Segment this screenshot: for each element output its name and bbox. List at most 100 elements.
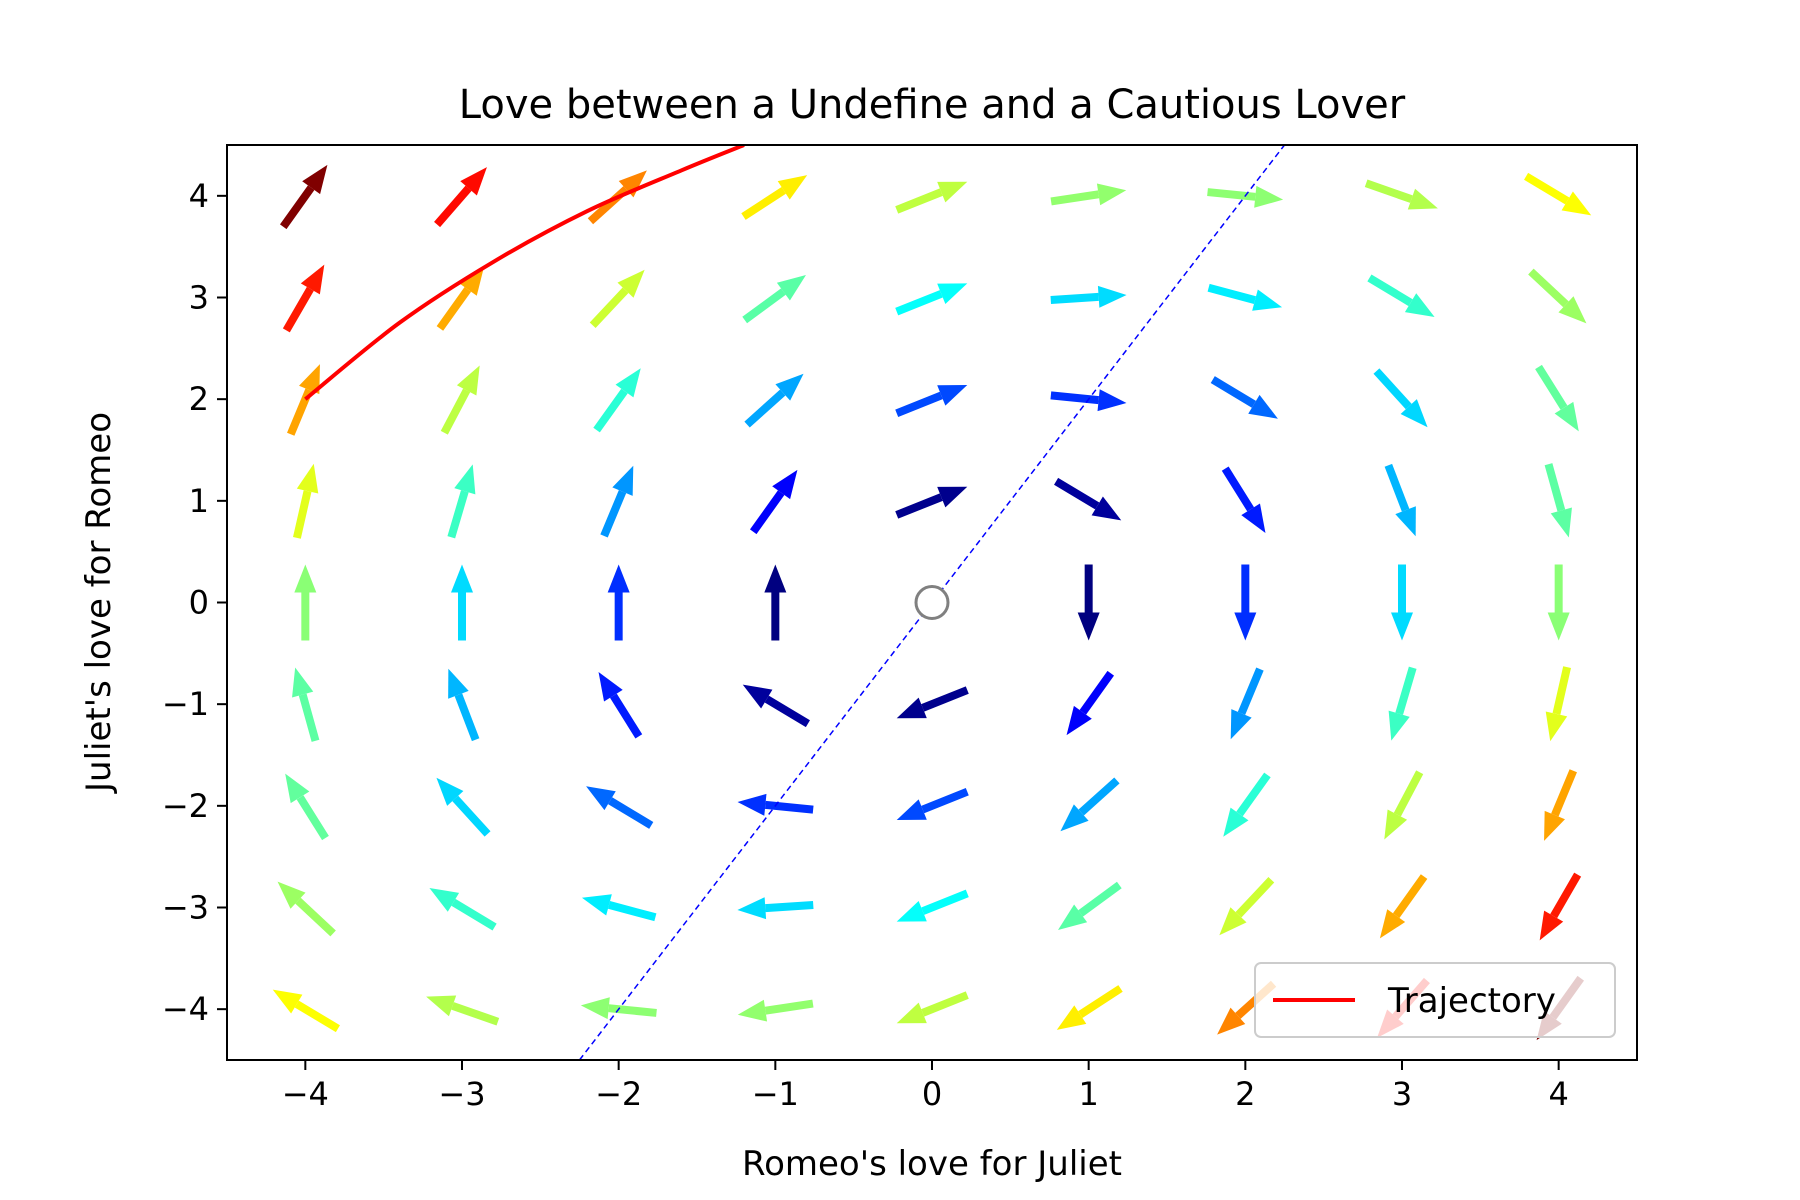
field-arrow [272,989,340,1033]
y-tick-label: −2 [162,787,209,825]
y-tick-label: −3 [162,889,209,927]
field-arrow [896,889,969,922]
vector-field [272,164,1592,1041]
field-arrow [426,995,500,1026]
field-arrow [581,894,657,922]
field-arrow [429,887,497,931]
field-arrow [1207,283,1283,311]
field-arrow [764,564,787,641]
y-tick-label: 3 [189,279,209,317]
field-arrow [1219,877,1275,936]
field-arrow [1234,564,1257,641]
field-arrow [292,667,320,742]
field-arrow [1056,985,1123,1030]
field-arrow [451,564,473,641]
field-arrow [895,181,968,214]
field-arrow [1054,477,1122,521]
x-tick-label: −4 [282,1075,329,1113]
y-axis-ticks: −4 −3 −2 −1 0 1 2 3 4 [162,177,227,1028]
y-tick-label: 0 [189,584,209,622]
field-arrow [1207,185,1284,208]
field-arrow [277,881,336,937]
field-arrow [896,686,969,719]
field-arrow [607,564,630,641]
legend-box [1254,962,1616,1038]
field-arrow [1539,872,1582,941]
field-arrow [448,668,480,742]
field-arrow [741,175,808,220]
field-arrow [1066,670,1115,736]
nullcline-line [578,145,1286,1060]
field-arrow [586,786,654,829]
chart-title: Love between a Undefine and a Cautious L… [459,82,1406,128]
x-tick-label: 0 [922,1075,942,1113]
plot-curves [304,145,1286,1060]
field-arrow [744,373,804,428]
field-arrow [293,463,319,539]
field-arrow [1060,777,1120,832]
y-tick-label: 2 [189,380,209,418]
field-arrow [1077,564,1100,641]
y-tick-label: 4 [189,177,209,215]
field-arrow [1547,564,1570,641]
field-arrow [434,167,487,228]
field-arrow [895,385,968,417]
field-arrow [436,266,485,331]
x-tick-label: −3 [438,1075,485,1113]
field-arrow [1367,274,1435,318]
field-arrow [1544,769,1577,841]
x-tick-label: 4 [1548,1075,1568,1113]
legend-label-trajectory: Trajectory [1387,981,1556,1021]
field-arrow [896,991,969,1024]
x-axis-title: Romeo's love for Juliet [742,1144,1122,1184]
field-arrow [580,997,657,1020]
field-arrow [895,486,968,519]
field-arrow [589,269,645,328]
field-arrow [1388,666,1417,741]
y-axis-title: Juliet's love for Romeo [79,412,119,794]
equilibrium-point [914,585,950,620]
field-arrow [1050,285,1127,308]
field-arrow [1230,667,1264,740]
field-arrow [1384,463,1416,537]
field-arrow [598,671,643,739]
field-arrow [436,777,491,837]
x-tick-label: 1 [1078,1075,1098,1113]
field-arrow [1545,666,1571,742]
field-arrow [447,464,476,539]
field-arrow [1535,364,1579,432]
field-arrow [742,684,810,728]
field-arrow [1528,268,1587,324]
trajectory-line [304,145,745,401]
field-arrow [737,793,814,816]
legend: Trajectory [1254,962,1616,1038]
x-tick-label: 2 [1235,1075,1255,1113]
field-arrow [287,364,320,436]
field-arrow [600,465,634,538]
field-arrow [742,275,806,324]
x-tick-label: −2 [595,1075,642,1113]
y-tick-label: 1 [189,482,209,520]
field-arrow [1058,881,1122,930]
field-arrow [1223,772,1271,837]
field-arrow [737,999,814,1022]
field-arrow [279,164,328,230]
field-arrow [1364,179,1438,210]
field-arrow [1373,368,1428,428]
field-arrow [282,264,325,333]
field-arrow [1221,466,1266,534]
field-arrow [440,365,480,435]
field-arrow [1544,463,1572,538]
x-axis-ticks: −4 −3 −2 −1 0 1 2 3 4 [282,1060,1569,1113]
field-arrow [896,788,969,820]
field-arrow [1391,564,1413,641]
field-arrow [749,469,798,535]
field-arrow [1384,770,1424,840]
field-arrow [593,368,641,433]
x-tick-label: −1 [752,1075,799,1113]
field-arrow [1050,183,1127,206]
y-tick-label: −1 [162,685,209,723]
field-arrow [1050,389,1127,412]
field-arrow [285,773,329,841]
